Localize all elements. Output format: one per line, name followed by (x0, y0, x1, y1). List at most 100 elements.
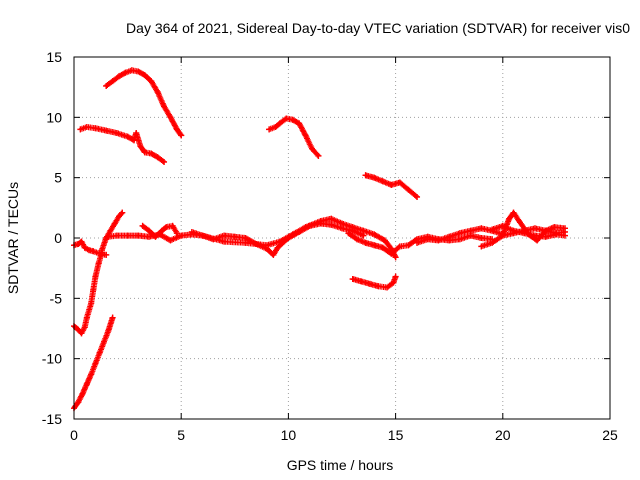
data-point (405, 186, 412, 193)
y-tick-label: 10 (46, 109, 62, 125)
data-point (328, 215, 335, 222)
data-point (167, 114, 174, 121)
data-point (96, 250, 103, 257)
data-point (116, 73, 123, 80)
data-point (506, 215, 513, 222)
data-point (362, 172, 369, 179)
data-point (90, 248, 97, 255)
series-arc-h (71, 238, 110, 258)
data-point (135, 232, 142, 239)
data-point (510, 209, 517, 216)
data-point (270, 251, 277, 258)
data-point (478, 243, 485, 250)
data-point (128, 67, 135, 74)
data-point (75, 399, 82, 406)
data-point (161, 103, 168, 110)
x-tick-label: 20 (495, 427, 511, 443)
data-point (315, 152, 322, 159)
data-point (88, 371, 95, 378)
data-point (231, 233, 238, 240)
data-point (124, 232, 131, 239)
y-tick-label: 5 (54, 170, 62, 186)
data-point (349, 224, 356, 231)
data-layer (71, 67, 568, 412)
data-point (135, 68, 142, 75)
data-point (499, 222, 506, 229)
x-tick-label: 10 (281, 427, 297, 443)
data-point (272, 123, 279, 130)
y-tick-label: 0 (54, 230, 62, 246)
data-point (103, 251, 110, 258)
y-tick-label: -15 (42, 411, 62, 427)
data-point (302, 224, 309, 231)
data-point (489, 226, 496, 233)
series-arc-a (103, 67, 185, 139)
data-point (131, 137, 138, 144)
data-point (119, 209, 126, 216)
data-point (105, 327, 112, 334)
data-point (78, 238, 85, 245)
data-point (371, 242, 378, 249)
data-point (553, 231, 560, 238)
y-tick-label: -10 (42, 351, 62, 367)
data-point (276, 120, 283, 127)
data-point (103, 82, 110, 89)
data-point (354, 236, 361, 243)
data-point (396, 179, 403, 186)
data-point (109, 314, 116, 321)
series-arc-b (77, 123, 168, 165)
data-point (83, 123, 90, 130)
data-point (92, 125, 99, 132)
data-point (360, 227, 367, 234)
data-point (510, 227, 517, 234)
data-point (103, 127, 110, 134)
x-tick-label: 0 (70, 427, 78, 443)
data-point (366, 280, 373, 287)
data-point (148, 78, 155, 85)
data-point (489, 239, 496, 246)
data-point (379, 178, 386, 185)
data-point (163, 224, 170, 231)
data-point (478, 235, 485, 241)
data-point (375, 283, 382, 290)
data-point (456, 236, 463, 243)
data-point (86, 247, 93, 254)
data-point (101, 338, 108, 345)
series-arc-p (489, 222, 568, 240)
data-point (345, 230, 352, 237)
data-point (122, 69, 129, 76)
data-point (92, 273, 99, 280)
data-point (88, 300, 95, 307)
series-arc-f (71, 314, 116, 412)
data-point (105, 233, 112, 240)
series-arc-c (266, 115, 322, 159)
data-point (92, 360, 99, 367)
x-tick-label: 25 (602, 427, 618, 443)
data-point (154, 88, 161, 95)
data-point (167, 237, 174, 244)
data-point (456, 230, 463, 237)
data-point (124, 133, 131, 140)
data-point (521, 230, 528, 237)
data-point (111, 220, 118, 227)
data-point (178, 132, 185, 139)
y-tick-label: 15 (46, 49, 62, 65)
data-point (78, 330, 85, 337)
data-point (161, 158, 168, 165)
data-point (188, 228, 195, 235)
data-point (107, 227, 114, 234)
data-point (79, 390, 86, 397)
data-point (392, 273, 399, 280)
series-arc-l (188, 215, 399, 261)
data-point (289, 231, 296, 238)
data-point (328, 221, 335, 228)
data-point (414, 239, 421, 246)
data-point (77, 126, 84, 133)
data-point (384, 284, 391, 291)
data-point (109, 78, 116, 85)
chart-title: Day 364 of 2021, Sidereal Day-to-day VTE… (126, 20, 630, 36)
data-point (467, 227, 474, 234)
data-point (242, 239, 249, 246)
data-point (154, 154, 161, 161)
